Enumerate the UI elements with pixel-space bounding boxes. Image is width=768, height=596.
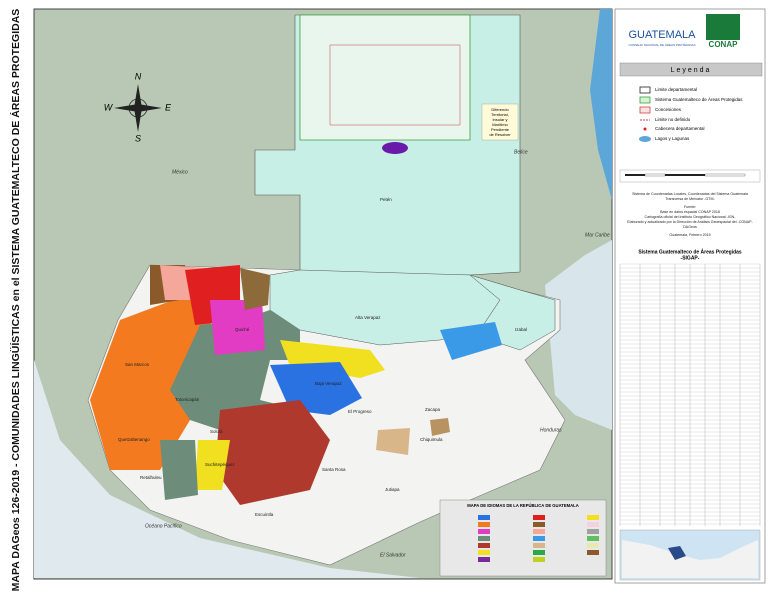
compass-n: N [135,71,142,81]
country-label: Belice [514,149,528,155]
concessions [329,44,461,126]
department-label: Petén [380,197,392,202]
source-text: DAGeos [683,225,697,229]
annotation-box [481,103,519,141]
language-legend-box [439,499,607,577]
department-label: Suchitepéquez [205,462,236,467]
language-region-darkred [215,400,330,505]
language-region-tan2 [430,418,450,436]
country-label: El Salvador [380,552,406,558]
compass-e: E [165,102,172,112]
department-label: Quiché [235,327,250,332]
language-region-pink [210,300,265,355]
language-region-orange [90,290,220,470]
ocean-label: Océano Pacífico [145,523,182,529]
source-text: Elaborado y actualizado por la Dirección… [627,220,753,224]
scale-bar [625,173,746,177]
legend-title: Leyenda [671,67,712,74]
annotation: Diferendo Territorial, Insular y Marítim… [489,107,511,137]
sigap-table [619,263,761,526]
source-text: Fuente: [684,205,696,209]
department-label: El Progreso [348,409,372,414]
department-label: Totonicapán [175,397,200,402]
pacific-ocean [34,360,420,578]
language-swatches [478,515,599,562]
department-label: San Marcos [125,362,150,367]
language-legend-title: MAPA DE IDIOMAS DE LA REPÚBLICA DE GUATE… [467,503,579,508]
language-region-brown2 [240,268,270,310]
sea-label: Mar Caribe [585,232,610,238]
department-label: Quetzaltenango [118,437,150,442]
legend-header [619,62,763,77]
compass-w: W [104,102,114,112]
language-region-lightblue [440,322,502,360]
inset-land [622,540,758,578]
annotation-line: Pendiente [491,127,510,132]
department-label: Escuintla [255,512,274,517]
annotation-line: Territorial, [491,112,509,117]
legend-item: Limite departamental [655,87,697,92]
legend-item: Concesiones [655,107,682,112]
department-label: Zacapa [425,407,441,412]
language-region-yellow2 [195,440,230,490]
lake-peten-itza [382,142,408,154]
logo-conap-icon [706,14,740,40]
language-region-grey2 [160,440,198,500]
department-label: Baja Verapaz [315,381,343,386]
country-label: México [172,169,188,175]
logo-guatemala: GUATEMALA [628,29,696,41]
logo-conap: CONAP [709,40,739,49]
map-title: MAPA DAGeos 126-2019 - COMUNIDADES LINGÜ… [9,9,22,591]
compass-rose: N E S W [104,71,172,143]
department-label: Alta Verapaz [355,315,381,320]
source-text: Cartografía oficial del Instituto Geográ… [645,215,737,219]
annotation-line: de Resolver [489,132,511,137]
compass-s: S [135,133,141,143]
department-label: Chiquimula [420,437,443,442]
country-label: Honduras [540,427,562,433]
department-label: Santa Rosa [322,467,346,472]
source-text: Base en datos espacial CONAP 2018 [660,210,720,214]
legend-item: Sistema Guatemalteco de Áreas Protegidas [655,96,743,102]
legend-item: Limite no definido [655,117,691,122]
sigap-subtitle: -SIGAP- [681,255,700,261]
annotation-line: Insular y [492,117,507,122]
legend-item: Lagos y Lagunas [655,136,690,141]
legend-item: Cabecera departamental [655,126,705,131]
belize-coast [590,9,612,200]
language-region-tan [376,428,410,455]
department-label: Sololá [210,429,223,434]
department-label: Izabal [515,327,527,332]
side-panel: GUATEMALA CONSEJO NACIONAL DE ÁREAS PROT… [614,8,766,584]
language-region-grey [170,310,300,430]
caribbean-sea [545,240,612,430]
department-label: Jutiapa [385,487,400,492]
concessions-zone [299,14,471,141]
sigap-title: Sistema Guatemalteco de Áreas Protegidas [638,248,742,255]
source-text: Sistema de Coordenadas Locales, Coordena… [632,192,748,196]
source-text: Guatemala, Febrero 2019 [669,233,710,237]
annotation-line: Diferendo [491,107,509,112]
department-label: Retalhuleu [140,475,162,480]
logo-guatemala-sub: CONSEJO NACIONAL DE ÁREAS PROTEGIDAS [628,43,695,47]
inset-guatemala [668,546,686,560]
scale-bar-box [619,169,761,183]
annotation-line: Marítimo [492,122,508,127]
source-text: Transversa de Mercator -GTM- [665,197,715,201]
map-frame: N E S W Diferendo Territorial, Insular y… [33,8,613,580]
